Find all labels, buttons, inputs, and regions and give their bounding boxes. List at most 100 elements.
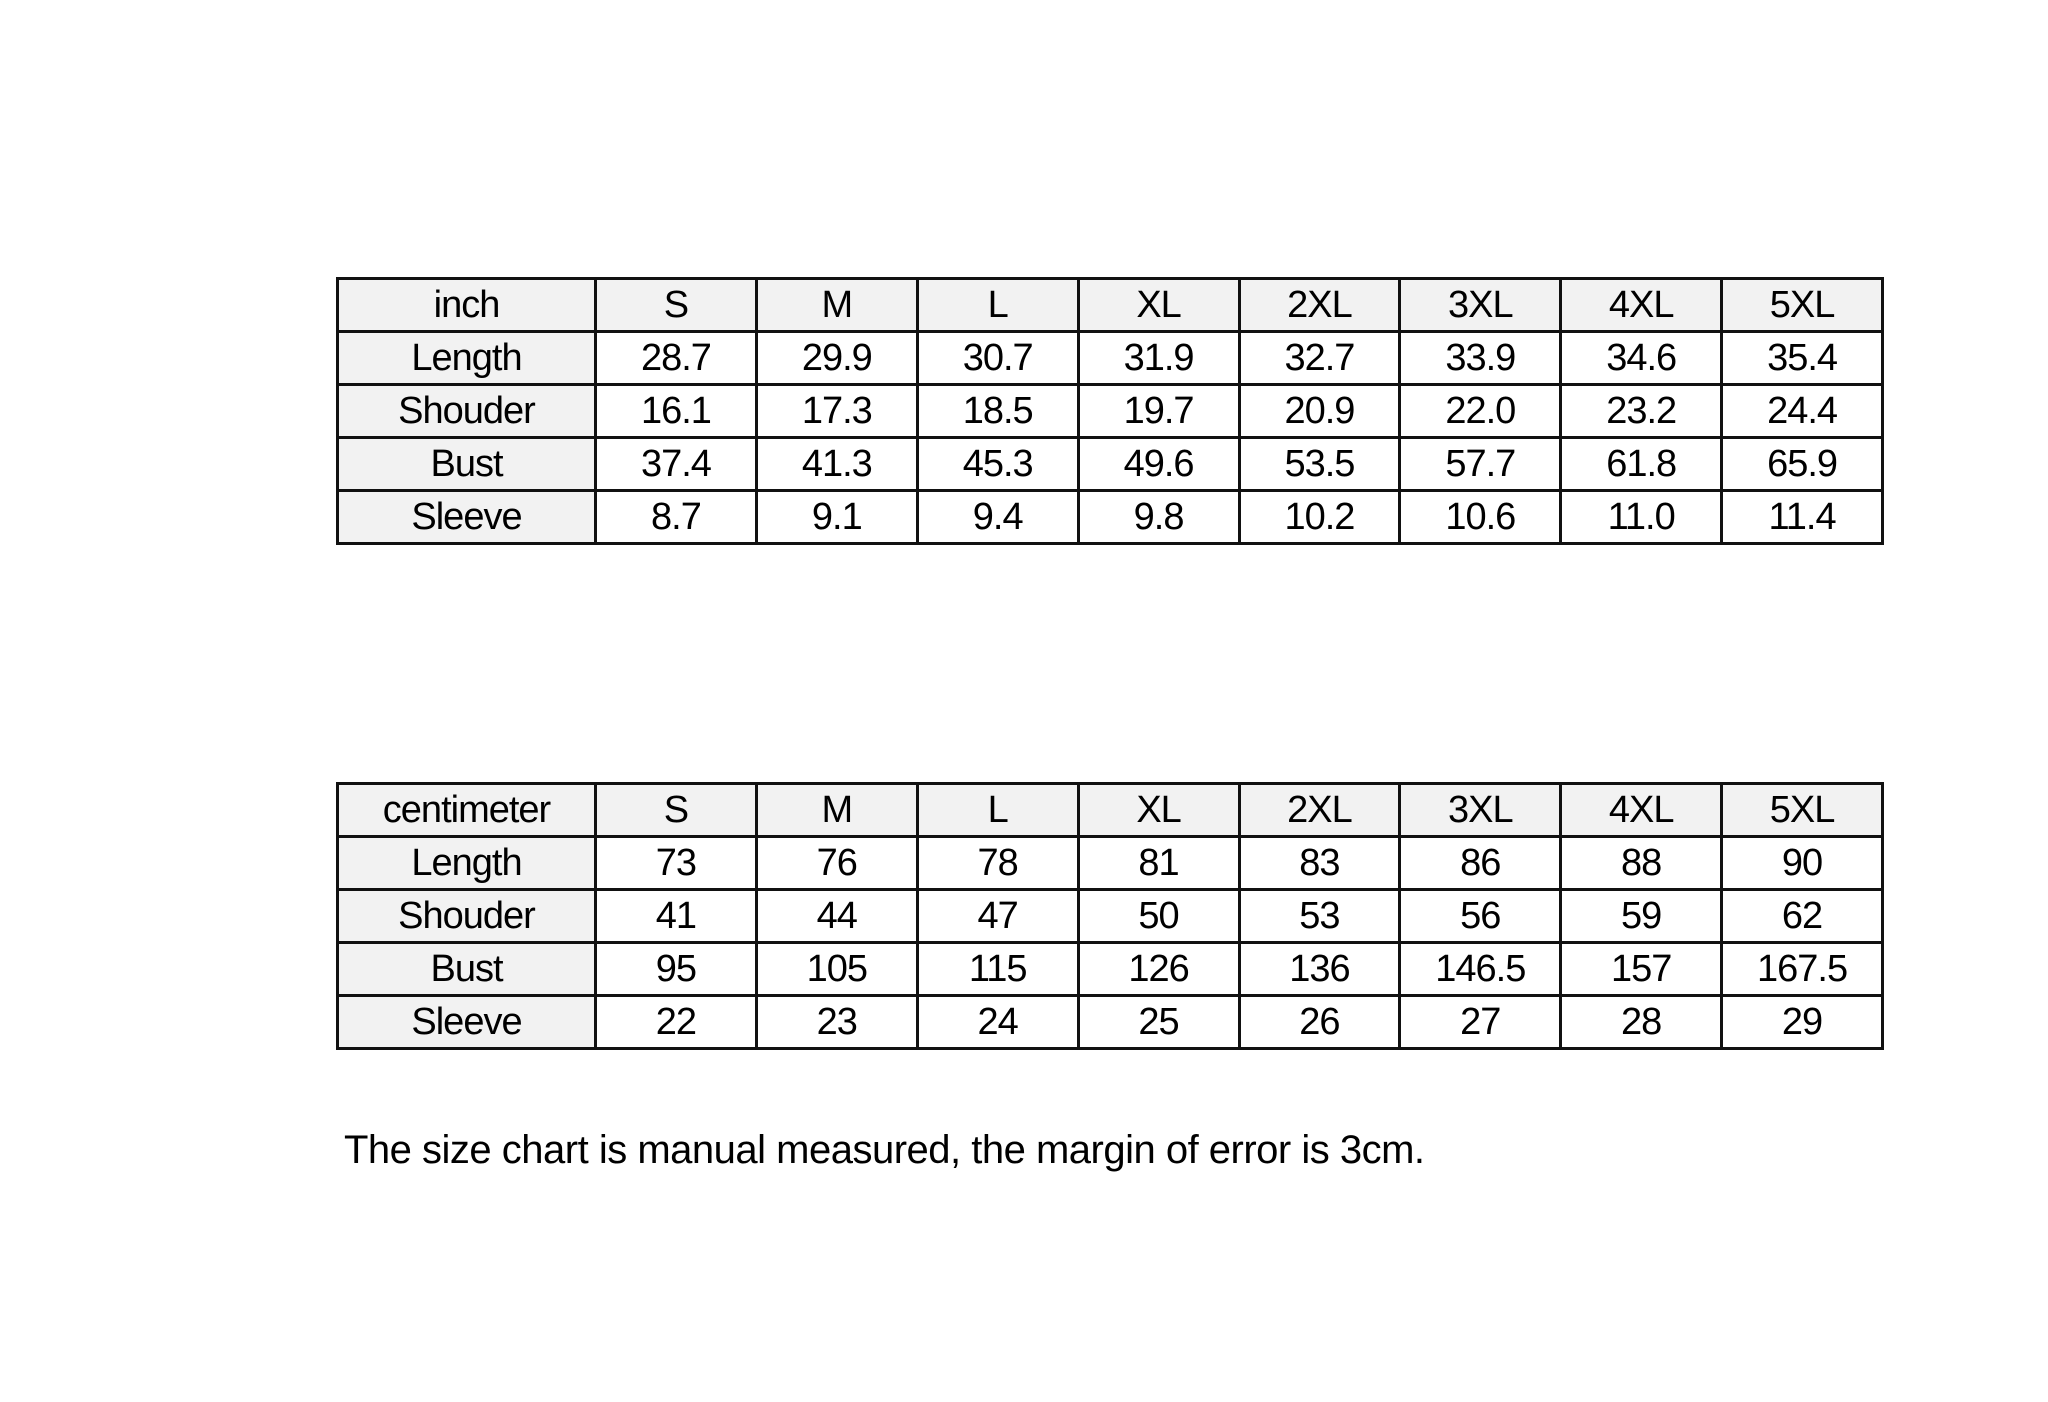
measurement-value: 105	[754, 941, 919, 997]
measurement-value: 9.8	[1076, 489, 1241, 545]
measurement-value: 30.7	[915, 330, 1080, 386]
measurement-value: 86	[1398, 835, 1563, 891]
measurement-value: 61.8	[1559, 436, 1724, 492]
measurement-value: 126	[1076, 941, 1241, 997]
table-row: Bust 95 105 115 126 136 146.5 157 167.5	[336, 941, 1884, 997]
centimeter-size-table: centimeter S M L XL 2XL 3XL 4XL 5XL Length 73 76 78 8…	[336, 782, 1884, 1050]
measurement-label: Shouder	[336, 888, 597, 944]
table-row: Sleeve 22 23 24 25 26 27 28 29	[336, 994, 1884, 1050]
measurement-value: 65.9	[1720, 436, 1884, 492]
size-header: 2XL	[1237, 782, 1402, 838]
measurement-value: 57.7	[1398, 436, 1563, 492]
size-header: XL	[1076, 277, 1241, 333]
measurement-value: 56	[1398, 888, 1563, 944]
measurement-label: Bust	[336, 436, 597, 492]
measurement-value: 81	[1076, 835, 1241, 891]
table-row: Shouder 16.1 17.3 18.5 19.7 20.9 22.0 23.2 24.4	[336, 383, 1884, 439]
size-header: 4XL	[1559, 277, 1724, 333]
size-header: 2XL	[1237, 277, 1402, 333]
measurement-value: 50	[1076, 888, 1241, 944]
measurement-value: 27	[1398, 994, 1563, 1050]
measurement-value: 33.9	[1398, 330, 1563, 386]
measurement-value: 34.6	[1559, 330, 1724, 386]
measurement-value: 11.4	[1720, 489, 1884, 545]
measurement-label: Sleeve	[336, 489, 597, 545]
measurement-value: 31.9	[1076, 330, 1241, 386]
measurement-value: 35.4	[1720, 330, 1884, 386]
measurement-note: The size chart is manual measured, the m…	[344, 1128, 1425, 1172]
size-header: S	[594, 277, 758, 333]
measurement-value: 62	[1720, 888, 1884, 944]
measurement-value: 95	[594, 941, 758, 997]
measurement-value: 157	[1559, 941, 1724, 997]
measurement-value: 53	[1237, 888, 1402, 944]
measurement-value: 45.3	[915, 436, 1080, 492]
measurement-value: 37.4	[594, 436, 758, 492]
measurement-value: 76	[754, 835, 919, 891]
size-header: L	[915, 782, 1080, 838]
measurement-value: 24	[915, 994, 1080, 1050]
measurement-value: 28.7	[594, 330, 758, 386]
measurement-label: Bust	[336, 941, 597, 997]
measurement-value: 29	[1720, 994, 1884, 1050]
measurement-label: Length	[336, 835, 597, 891]
table-row: Length 28.7 29.9 30.7 31.9 32.7 33.9 34.6 35.4	[336, 330, 1884, 386]
measurement-value: 23	[754, 994, 919, 1050]
measurement-value: 146.5	[1398, 941, 1563, 997]
inch-size-table: inch S M L XL 2XL 3XL 4XL 5XL Length 28.7 29.9 30.7 3…	[336, 277, 1884, 545]
size-header: 3XL	[1398, 277, 1563, 333]
measurement-value: 136	[1237, 941, 1402, 997]
measurement-value: 16.1	[594, 383, 758, 439]
measurement-value: 25	[1076, 994, 1241, 1050]
measurement-value: 9.1	[754, 489, 919, 545]
measurement-value: 18.5	[915, 383, 1080, 439]
measurement-value: 28	[1559, 994, 1724, 1050]
size-header: 5XL	[1720, 277, 1884, 333]
measurement-value: 9.4	[915, 489, 1080, 545]
measurement-value: 8.7	[594, 489, 758, 545]
size-header: 4XL	[1559, 782, 1724, 838]
size-header: S	[594, 782, 758, 838]
measurement-value: 19.7	[1076, 383, 1241, 439]
measurement-value: 41.3	[754, 436, 919, 492]
measurement-value: 10.6	[1398, 489, 1563, 545]
measurement-value: 24.4	[1720, 383, 1884, 439]
size-header: 3XL	[1398, 782, 1563, 838]
measurement-value: 115	[915, 941, 1080, 997]
measurement-value: 29.9	[754, 330, 919, 386]
measurement-value: 23.2	[1559, 383, 1724, 439]
unit-label: inch	[336, 277, 597, 333]
measurement-value: 32.7	[1237, 330, 1402, 386]
measurement-value: 17.3	[754, 383, 919, 439]
measurement-value: 22	[594, 994, 758, 1050]
measurement-value: 53.5	[1237, 436, 1402, 492]
size-header: M	[754, 277, 919, 333]
measurement-value: 59	[1559, 888, 1724, 944]
measurement-value: 44	[754, 888, 919, 944]
measurement-value: 10.2	[1237, 489, 1402, 545]
header-row: inch S M L XL 2XL 3XL 4XL 5XL	[336, 277, 1884, 333]
measurement-value: 73	[594, 835, 758, 891]
table-row: Length 73 76 78 81 83 86 88 90	[336, 835, 1884, 891]
measurement-value: 47	[915, 888, 1080, 944]
measurement-label: Shouder	[336, 383, 597, 439]
measurement-value: 83	[1237, 835, 1402, 891]
table-row: Bust 37.4 41.3 45.3 49.6 53.5 57.7 61.8 65.9	[336, 436, 1884, 492]
measurement-value: 78	[915, 835, 1080, 891]
measurement-value: 41	[594, 888, 758, 944]
measurement-value: 26	[1237, 994, 1402, 1050]
table-row: Shouder 41 44 47 50 53 56 59 62	[336, 888, 1884, 944]
measurement-value: 22.0	[1398, 383, 1563, 439]
measurement-label: Sleeve	[336, 994, 597, 1050]
measurement-value: 88	[1559, 835, 1724, 891]
measurement-value: 20.9	[1237, 383, 1402, 439]
measurement-value: 49.6	[1076, 436, 1241, 492]
header-row: centimeter S M L XL 2XL 3XL 4XL 5XL	[336, 782, 1884, 838]
measurement-label: Length	[336, 330, 597, 386]
size-header: M	[754, 782, 919, 838]
size-header: L	[915, 277, 1080, 333]
table-row: Sleeve 8.7 9.1 9.4 9.8 10.2 10.6 11.0 11.4	[336, 489, 1884, 545]
measurement-value: 90	[1720, 835, 1884, 891]
unit-label: centimeter	[336, 782, 597, 838]
size-header: XL	[1076, 782, 1241, 838]
